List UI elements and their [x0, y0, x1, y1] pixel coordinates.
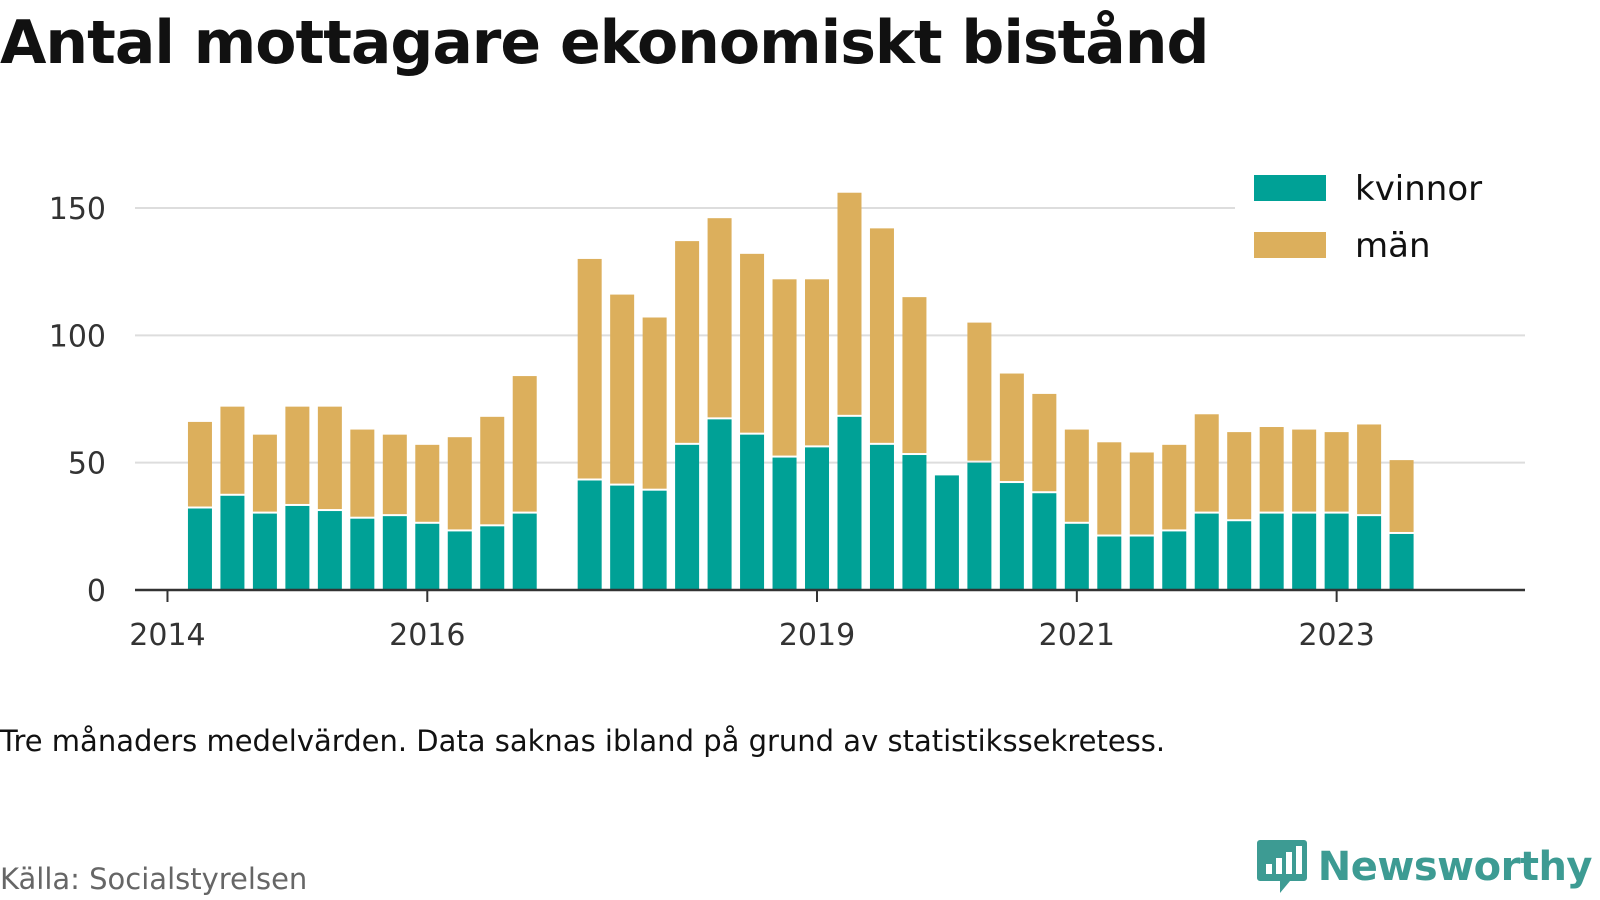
- bar-kvinnor-3: [285, 505, 310, 590]
- bar-kvinnor-9: [480, 526, 505, 590]
- bar-män-15: [707, 218, 732, 418]
- x-tick-label-2023: 2023: [1298, 618, 1374, 653]
- bar-kvinnor-27: [1097, 536, 1122, 590]
- x-tick-label-2021: 2021: [1039, 618, 1115, 653]
- source-label: Källa: Socialstyrelsen: [0, 862, 308, 896]
- bar-män-18: [805, 279, 830, 446]
- bar-kvinnor-21: [902, 455, 927, 590]
- bar-män-9: [480, 416, 505, 525]
- bar-män-6: [382, 434, 407, 515]
- bar-män-29: [1162, 444, 1187, 530]
- bar-män-36: [1389, 460, 1414, 532]
- bar-män-28: [1129, 452, 1154, 535]
- bar-män-0: [187, 421, 212, 507]
- bar-kvinnor-20: [869, 444, 894, 590]
- bar-män-35: [1357, 424, 1382, 515]
- bars: [187, 192, 1414, 590]
- bar-män-23: [967, 322, 992, 461]
- brand: Newsworthy: [1256, 838, 1593, 896]
- bar-kvinnor-10: [512, 513, 537, 590]
- bar-män-34: [1324, 432, 1349, 512]
- bar-kvinnor-12: [610, 485, 635, 590]
- bar-kvinnor-31: [1227, 521, 1252, 590]
- bar-kvinnor-32: [1259, 513, 1284, 590]
- x-tick-label-2019: 2019: [779, 618, 855, 653]
- legend-label-kvinnor: kvinnor: [1355, 169, 1482, 209]
- bar-kvinnor-26: [1064, 523, 1089, 590]
- y-tick-label-0: 0: [87, 574, 106, 609]
- bar-kvinnor-13: [642, 490, 667, 590]
- bar-kvinnor-17: [772, 457, 797, 590]
- bar-kvinnor-11: [577, 480, 602, 590]
- bar-kvinnor-33: [1292, 513, 1317, 590]
- y-tick-label-100: 100: [49, 319, 106, 354]
- bar-kvinnor-14: [675, 444, 700, 590]
- bar-män-24: [999, 373, 1024, 482]
- bar-män-8: [447, 437, 472, 530]
- bar-kvinnor-1: [220, 495, 245, 590]
- bar-män-19: [837, 192, 862, 415]
- legend-label-man: män: [1355, 226, 1431, 266]
- axes: 0 50 100 150 2014 2016 2019 2021 2023: [49, 192, 1525, 653]
- bar-kvinnor-34: [1324, 513, 1349, 590]
- bar-män-7: [415, 444, 440, 522]
- bar-män-10: [512, 376, 537, 512]
- bar-kvinnor-36: [1389, 533, 1414, 590]
- bar-män-31: [1227, 432, 1252, 520]
- y-tick-label-150: 150: [49, 192, 106, 227]
- newsworthy-logo-icon: [1256, 840, 1307, 893]
- bar-kvinnor-28: [1129, 536, 1154, 590]
- chart-note: Tre månaders medelvärden. Data saknas ib…: [0, 724, 1166, 758]
- bar-kvinnor-16: [740, 434, 765, 590]
- bar-kvinnor-30: [1194, 513, 1219, 590]
- bar-kvinnor-2: [252, 513, 277, 590]
- bar-män-11: [577, 258, 602, 479]
- brand-name: Newsworthy: [1317, 844, 1593, 890]
- bar-kvinnor-29: [1162, 531, 1187, 590]
- bar-män-3: [285, 406, 310, 504]
- bar-kvinnor-24: [999, 483, 1024, 590]
- legend-swatch-man: [1254, 232, 1326, 258]
- bar-män-17: [772, 279, 797, 456]
- bar-män-2: [252, 434, 277, 512]
- bar-kvinnor-0: [187, 508, 212, 590]
- chart-title: Antal mottagare ekonomiskt bistånd: [0, 8, 1209, 78]
- bar-kvinnor-22: [934, 475, 959, 590]
- bar-kvinnor-7: [415, 523, 440, 590]
- bar-kvinnor-23: [967, 462, 992, 590]
- bar-män-4: [317, 406, 342, 510]
- bar-män-32: [1259, 427, 1284, 512]
- legend: kvinnor män: [1235, 160, 1525, 290]
- bar-kvinnor-15: [707, 419, 732, 590]
- bar-män-14: [675, 241, 700, 443]
- bar-män-27: [1097, 442, 1122, 535]
- bar-män-13: [642, 317, 667, 489]
- bar-män-33: [1292, 429, 1317, 512]
- bar-män-20: [869, 228, 894, 443]
- bar-män-1: [220, 406, 245, 494]
- x-tick-label-2016: 2016: [389, 618, 465, 653]
- bar-kvinnor-4: [317, 511, 342, 590]
- bar-män-26: [1064, 429, 1089, 522]
- y-tick-label-50: 50: [68, 447, 106, 482]
- bar-kvinnor-19: [837, 416, 862, 590]
- bar-kvinnor-5: [350, 518, 375, 590]
- bar-kvinnor-25: [1032, 493, 1057, 590]
- bar-män-5: [350, 429, 375, 517]
- x-tick-label-2014: 2014: [129, 618, 205, 653]
- bar-kvinnor-35: [1357, 516, 1382, 590]
- bar-kvinnor-6: [382, 516, 407, 590]
- bar-män-25: [1032, 393, 1057, 492]
- bar-män-21: [902, 297, 927, 454]
- bar-män-12: [610, 294, 635, 484]
- bar-kvinnor-18: [805, 447, 830, 590]
- legend-swatch-kvinnor: [1254, 175, 1326, 201]
- bar-män-16: [740, 253, 765, 433]
- bar-kvinnor-8: [447, 531, 472, 590]
- bar-män-30: [1194, 414, 1219, 512]
